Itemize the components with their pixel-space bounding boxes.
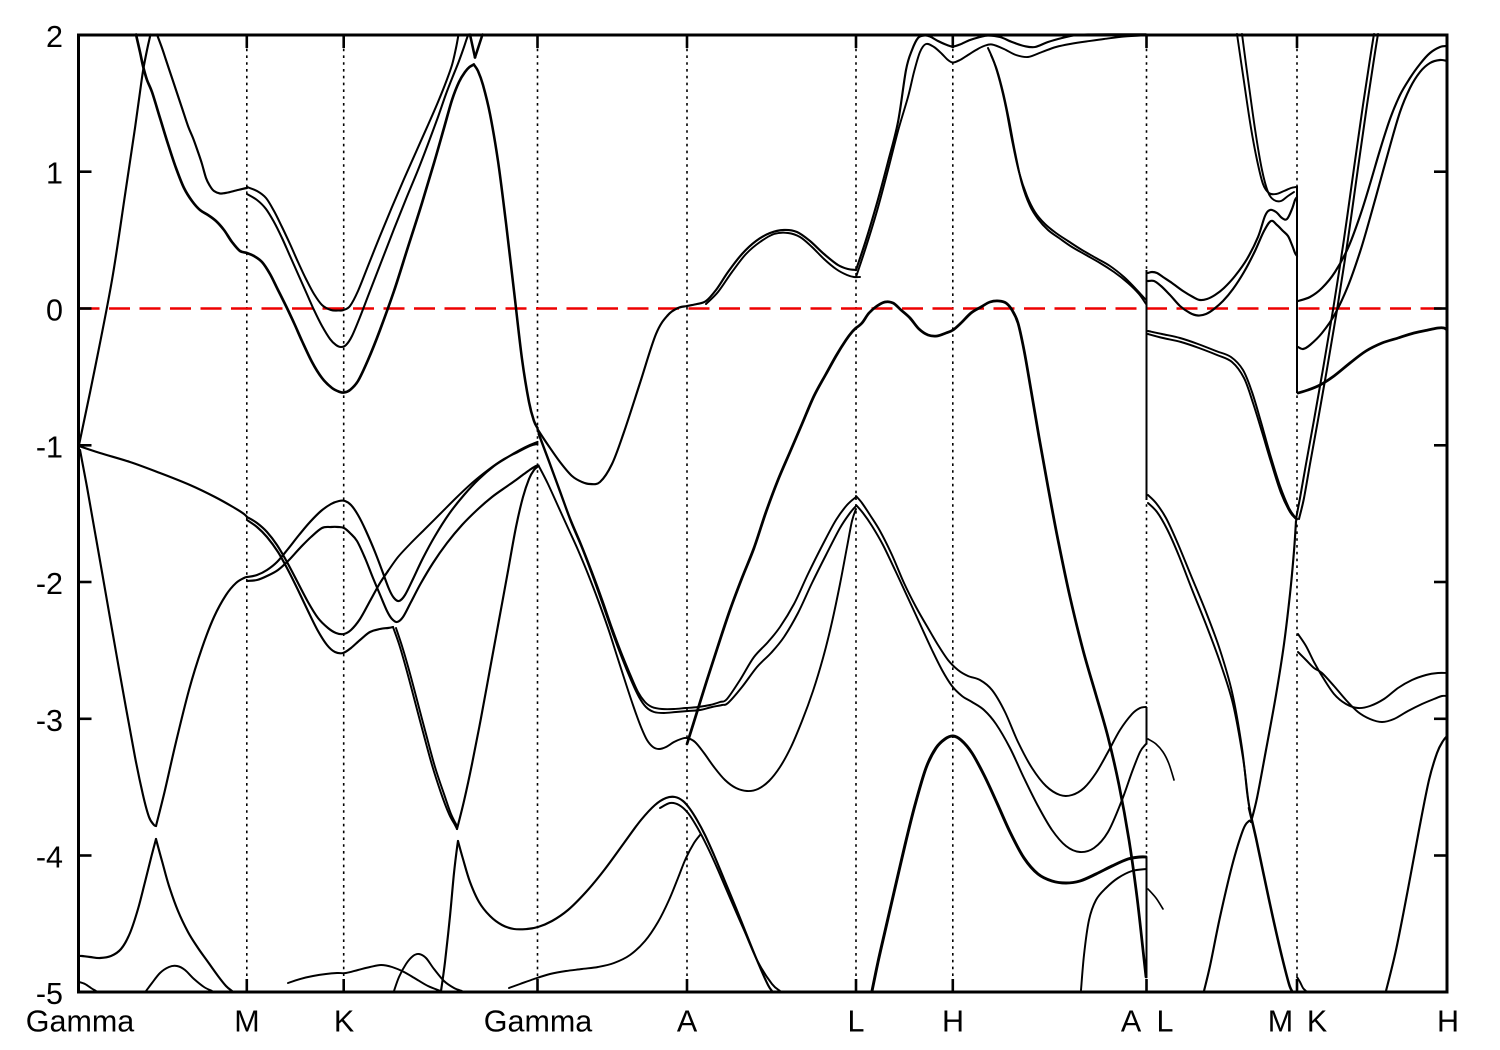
- svg-text:L: L: [1157, 1005, 1174, 1039]
- svg-text:Gamma: Gamma: [26, 1005, 135, 1039]
- svg-text:H: H: [942, 1005, 964, 1039]
- svg-text:K: K: [1307, 1005, 1327, 1039]
- svg-text:H: H: [1437, 1005, 1459, 1039]
- svg-text:-2: -2: [36, 567, 63, 601]
- svg-text:K: K: [334, 1005, 354, 1039]
- svg-text:2: 2: [46, 20, 63, 54]
- svg-text:-3: -3: [36, 704, 63, 738]
- svg-text:A: A: [677, 1005, 698, 1039]
- svg-text:M: M: [234, 1005, 259, 1039]
- svg-text:-1: -1: [36, 430, 63, 464]
- svg-text:-4: -4: [36, 841, 63, 875]
- svg-text:-5: -5: [36, 977, 63, 1011]
- svg-text:1: 1: [46, 157, 63, 191]
- svg-text:Gamma: Gamma: [484, 1005, 593, 1039]
- svg-text:A: A: [1121, 1005, 1142, 1039]
- svg-text:L: L: [848, 1005, 865, 1039]
- svg-text:M: M: [1268, 1005, 1293, 1039]
- svg-text:0: 0: [46, 294, 63, 328]
